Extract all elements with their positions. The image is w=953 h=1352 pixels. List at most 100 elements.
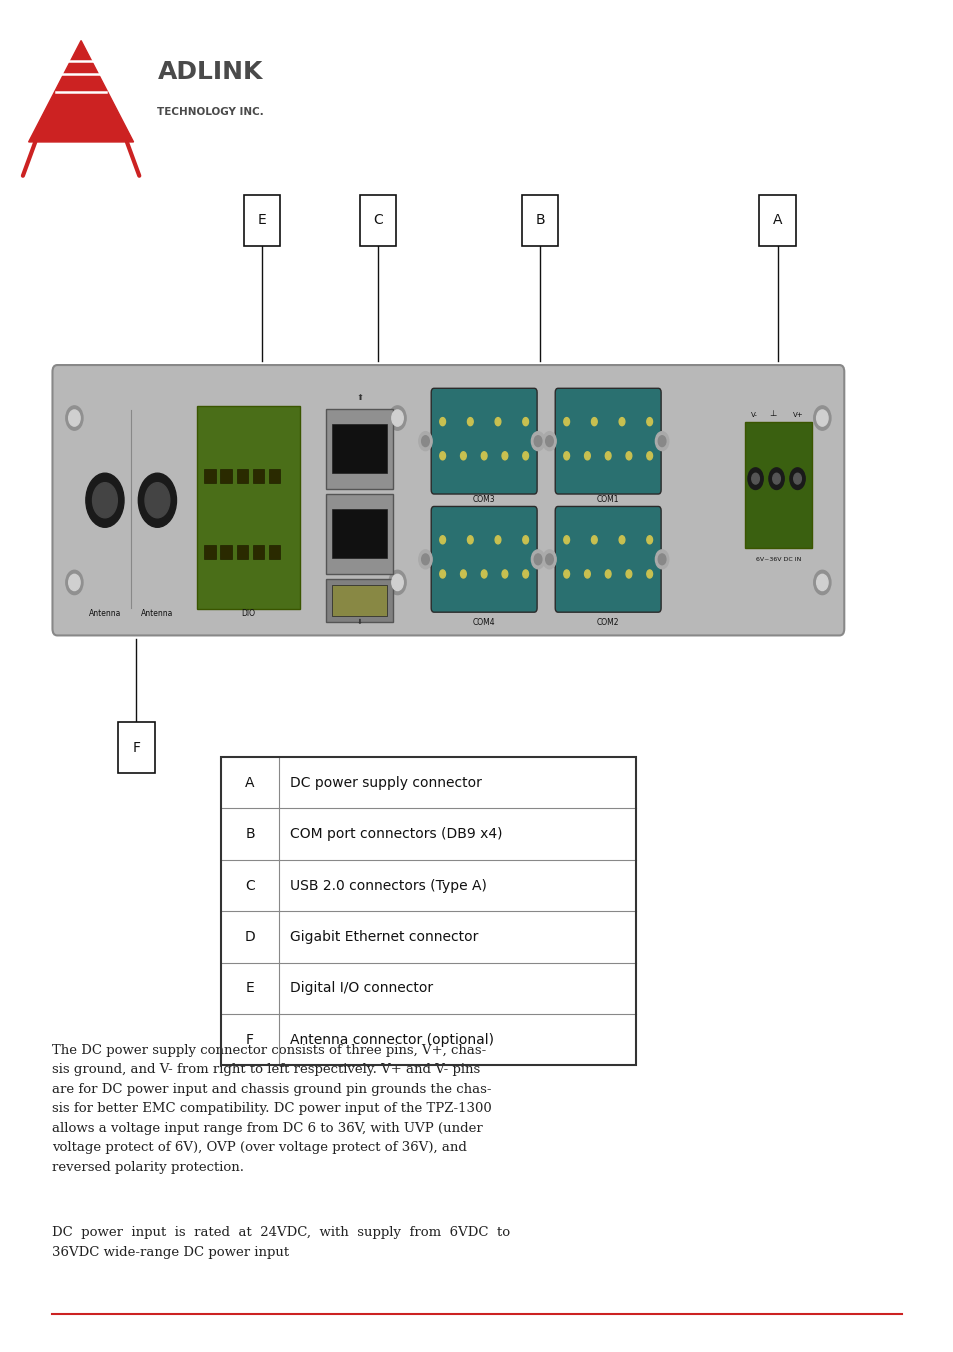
Circle shape — [789, 468, 804, 489]
Circle shape — [813, 406, 830, 430]
Text: E: E — [245, 982, 254, 995]
FancyBboxPatch shape — [326, 579, 393, 622]
Circle shape — [66, 406, 83, 430]
Text: A: A — [245, 776, 254, 790]
Circle shape — [501, 571, 507, 579]
Circle shape — [481, 452, 487, 460]
Text: TECHNOLOGY INC.: TECHNOLOGY INC. — [157, 107, 264, 118]
Text: The DC power supply connector consists of three pins, V+, chas-
sis ground, and : The DC power supply connector consists o… — [52, 1044, 492, 1174]
Circle shape — [495, 535, 500, 544]
Circle shape — [92, 483, 117, 518]
Text: Gigabit Ethernet connector: Gigabit Ethernet connector — [290, 930, 477, 944]
Circle shape — [460, 571, 466, 579]
Circle shape — [646, 452, 652, 460]
FancyBboxPatch shape — [326, 408, 393, 488]
Circle shape — [531, 431, 544, 450]
Circle shape — [772, 473, 780, 484]
Text: COM1: COM1 — [597, 495, 618, 504]
Circle shape — [534, 554, 541, 565]
Text: B: B — [245, 827, 254, 841]
Circle shape — [646, 418, 652, 426]
Bar — [221, 757, 636, 808]
FancyBboxPatch shape — [332, 584, 387, 617]
Bar — [221, 757, 636, 1065]
Circle shape — [439, 418, 445, 426]
Circle shape — [658, 554, 665, 565]
Text: C: C — [373, 214, 382, 227]
Circle shape — [531, 550, 544, 569]
Text: DC power supply connector: DC power supply connector — [290, 776, 481, 790]
Text: A: A — [772, 214, 781, 227]
Polygon shape — [29, 41, 133, 142]
Text: B: B — [535, 214, 544, 227]
FancyBboxPatch shape — [220, 545, 232, 558]
Circle shape — [563, 452, 569, 460]
FancyBboxPatch shape — [431, 388, 537, 493]
FancyBboxPatch shape — [269, 469, 280, 483]
Circle shape — [646, 571, 652, 579]
Bar — [221, 860, 636, 911]
Text: D: D — [244, 930, 255, 944]
Circle shape — [418, 431, 432, 450]
FancyBboxPatch shape — [253, 469, 264, 483]
Circle shape — [389, 571, 406, 595]
FancyBboxPatch shape — [253, 545, 264, 558]
Circle shape — [618, 535, 624, 544]
Circle shape — [655, 550, 668, 569]
FancyBboxPatch shape — [244, 195, 280, 246]
Circle shape — [542, 431, 556, 450]
Text: COM3: COM3 — [473, 495, 495, 504]
Circle shape — [460, 452, 466, 460]
FancyBboxPatch shape — [759, 195, 795, 246]
Circle shape — [604, 452, 610, 460]
Text: Antenna: Antenna — [141, 610, 173, 618]
FancyBboxPatch shape — [204, 469, 215, 483]
Circle shape — [467, 418, 473, 426]
Circle shape — [591, 535, 597, 544]
Text: V-: V- — [750, 412, 757, 418]
Circle shape — [439, 571, 445, 579]
Circle shape — [768, 468, 783, 489]
Text: USB 2.0 connectors (Type A): USB 2.0 connectors (Type A) — [290, 879, 486, 892]
Bar — [221, 1014, 636, 1065]
Circle shape — [467, 535, 473, 544]
Circle shape — [69, 410, 80, 426]
Text: COM2: COM2 — [597, 618, 618, 627]
Circle shape — [545, 554, 553, 565]
Text: COM4: COM4 — [473, 618, 495, 627]
Circle shape — [439, 452, 445, 460]
FancyBboxPatch shape — [118, 722, 154, 773]
FancyBboxPatch shape — [269, 545, 280, 558]
FancyBboxPatch shape — [359, 195, 395, 246]
FancyBboxPatch shape — [431, 507, 537, 612]
Circle shape — [584, 452, 590, 460]
Text: ⬆: ⬆ — [355, 393, 363, 402]
Circle shape — [658, 435, 665, 446]
Circle shape — [481, 571, 487, 579]
Circle shape — [86, 473, 124, 527]
FancyBboxPatch shape — [197, 407, 299, 610]
Text: DC  power  input  is  rated  at  24VDC,  with  supply  from  6VDC  to
36VDC wide: DC power input is rated at 24VDC, with s… — [52, 1226, 510, 1259]
FancyBboxPatch shape — [52, 365, 843, 635]
FancyBboxPatch shape — [326, 493, 393, 573]
Circle shape — [655, 431, 668, 450]
Circle shape — [618, 418, 624, 426]
FancyBboxPatch shape — [555, 507, 660, 612]
Circle shape — [813, 571, 830, 595]
Text: 6V~36V DC IN: 6V~36V DC IN — [755, 557, 801, 561]
Circle shape — [392, 410, 403, 426]
Circle shape — [793, 473, 801, 484]
Bar — [221, 911, 636, 963]
Circle shape — [563, 418, 569, 426]
Circle shape — [545, 435, 553, 446]
Circle shape — [646, 535, 652, 544]
Text: F: F — [246, 1033, 253, 1046]
Circle shape — [747, 468, 762, 489]
Circle shape — [522, 571, 528, 579]
Circle shape — [816, 575, 827, 591]
Circle shape — [625, 571, 631, 579]
Text: E: E — [257, 214, 267, 227]
Circle shape — [495, 418, 500, 426]
Circle shape — [145, 483, 170, 518]
Circle shape — [816, 410, 827, 426]
